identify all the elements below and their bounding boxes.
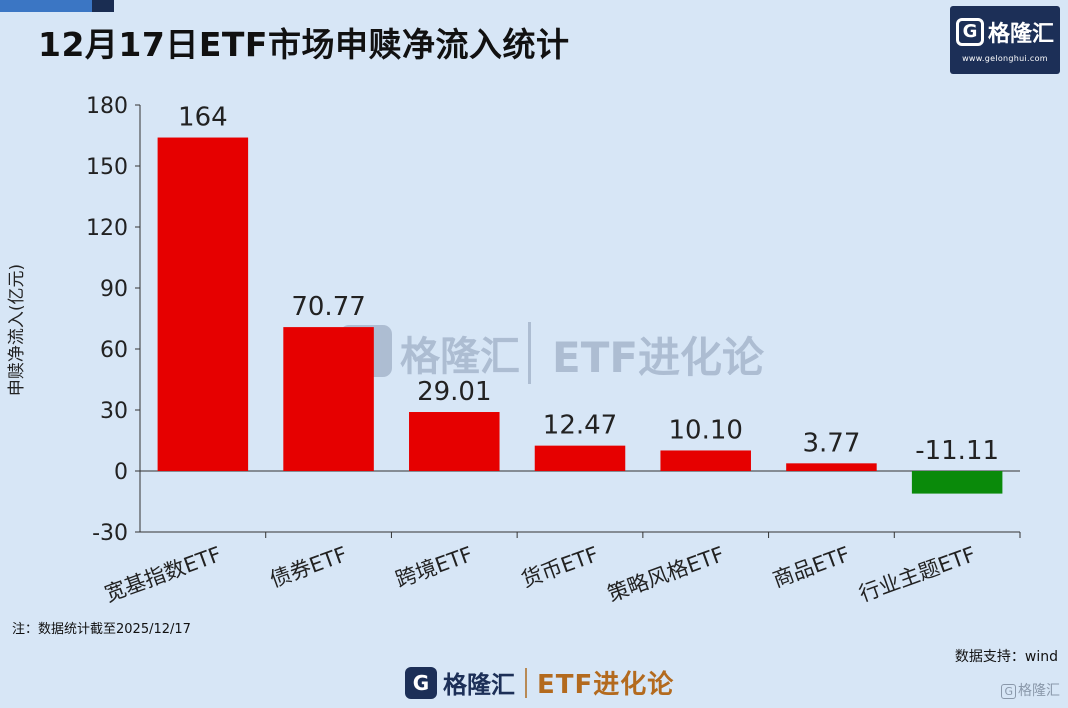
bottom-series-name: ETF进化论	[537, 670, 675, 700]
bar	[534, 445, 626, 471]
y-tick-label: 90	[100, 277, 128, 302]
bar	[786, 463, 877, 471]
corner-tab-dark	[92, 0, 114, 12]
category-label: 行业主题ETF	[856, 542, 979, 606]
y-tick-label: 150	[86, 155, 128, 180]
watermark-text: ETF进化论	[552, 333, 765, 382]
category-label: 商品ETF	[770, 542, 854, 592]
watermark-divider	[528, 322, 531, 384]
y-tick-label: 30	[100, 399, 128, 424]
corner-logo-icon: G	[1001, 684, 1016, 699]
category-label: 货币ETF	[518, 542, 602, 592]
bar	[911, 471, 1003, 494]
bar-chart: 格隆汇 ETF进化论 164 70.77 29.01 12.47 10.10 3.77 -1…	[7, 94, 1021, 606]
bar	[157, 137, 249, 471]
brand-logo: G 格隆汇 www.gelonghui.com	[950, 6, 1060, 74]
data-label: 10.10	[668, 415, 742, 445]
bar	[409, 412, 500, 471]
data-label: 164	[178, 103, 228, 133]
corner-brand: 格隆汇	[1018, 683, 1060, 699]
category-label: 债券ETF	[267, 542, 351, 592]
bar	[283, 327, 374, 471]
data-label: 12.47	[543, 411, 617, 441]
y-axis-label: 申赎净流入(亿元)	[7, 264, 27, 396]
logo-name: 格隆汇	[987, 22, 1054, 47]
watermark-brand: 格隆汇	[400, 334, 520, 380]
y-tick-label: 0	[114, 460, 128, 485]
bottom-logo-icon: G	[405, 666, 437, 699]
bottom-brand-name: 格隆汇	[443, 671, 515, 699]
data-label: 29.01	[417, 377, 491, 407]
data-source: 数据支持：wind	[954, 649, 1058, 665]
corner-tab	[0, 0, 92, 12]
logo-url: www.gelonghui.com	[962, 54, 1048, 63]
bar	[660, 450, 751, 471]
chart-title: 12月17日ETF市场申赎净流入统计	[38, 25, 570, 64]
y-tick-label: 120	[86, 216, 128, 241]
y-tick-label: 180	[86, 94, 128, 119]
category-label: 跨境ETF	[392, 542, 476, 592]
y-tick-label: -30	[92, 521, 128, 546]
bottom-divider	[525, 667, 527, 698]
data-label: 3.77	[802, 428, 860, 458]
logo-mark-icon: G	[955, 18, 984, 46]
bottom-brand: G 格隆汇 ETF进化论	[405, 664, 674, 701]
y-tick-label: 60	[100, 338, 128, 363]
chart-watermark: 格隆汇 ETF进化论	[340, 322, 765, 384]
corner-watermark: G 格隆汇	[1001, 680, 1060, 700]
category-label: 宽基指数ETF	[102, 542, 225, 606]
data-label: 70.77	[291, 292, 365, 322]
data-label: -11.11	[915, 436, 999, 466]
footnote: 注：数据统计截至2025/12/17	[12, 622, 191, 637]
category-label: 策略风格ETF	[604, 542, 727, 606]
